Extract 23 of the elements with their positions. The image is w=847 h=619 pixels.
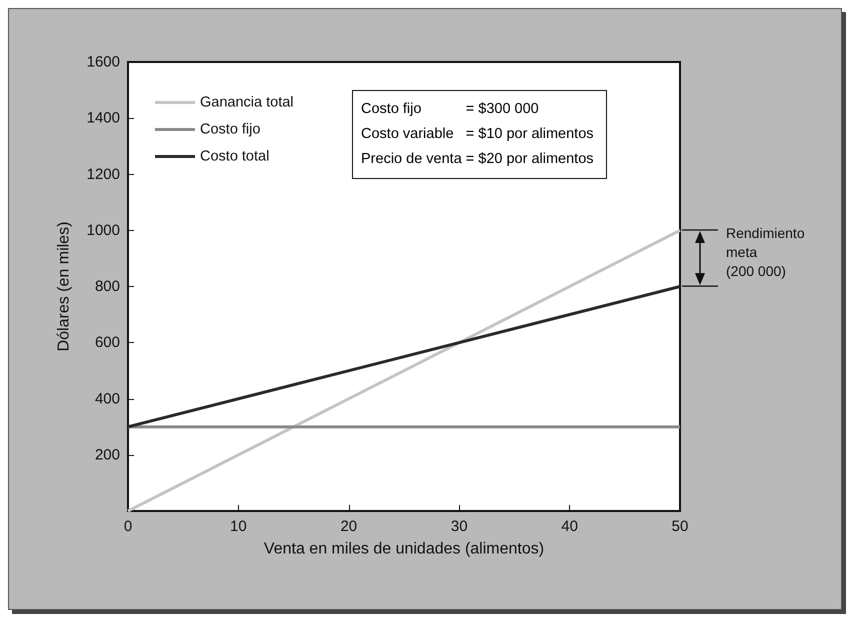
legend-label: Costo total xyxy=(200,148,270,164)
y-axis-title: Dólares (en miles) xyxy=(56,222,72,352)
legend-label: Costo fijo xyxy=(200,122,260,138)
annotation: Costo variable = $10 por alimentos xyxy=(361,125,595,144)
y-tick-label: 800 xyxy=(94,278,120,295)
x-tick-label: 40 xyxy=(561,518,578,535)
y-tick-label: 200 xyxy=(94,446,120,464)
x-tick-label: 50 xyxy=(672,518,688,535)
y-tick-label: 1600 xyxy=(86,54,120,70)
y-tick-label: 1400 xyxy=(86,110,120,127)
annotation: Precio de venta = $20 por alimentos xyxy=(361,150,595,169)
y-tick-label: 1000 xyxy=(86,222,120,239)
x-tick-label: 0 xyxy=(124,518,132,535)
text: Rendimiento meta (200 000) xyxy=(726,224,806,282)
y-tick-label: 400 xyxy=(94,390,120,408)
y-tick-label: 1200 xyxy=(86,166,120,183)
text: Costo fijo = $300 000 xyxy=(361,101,539,117)
legend-label: Ganancia total xyxy=(200,94,294,110)
x-tick-label: 10 xyxy=(230,518,247,535)
x-axis-title: Venta en miles de unidades (alimentos) xyxy=(264,540,544,558)
y-tick-label: 600 xyxy=(94,334,120,352)
x-tick-label: 30 xyxy=(450,518,468,535)
x-tick-label: 20 xyxy=(340,518,358,535)
